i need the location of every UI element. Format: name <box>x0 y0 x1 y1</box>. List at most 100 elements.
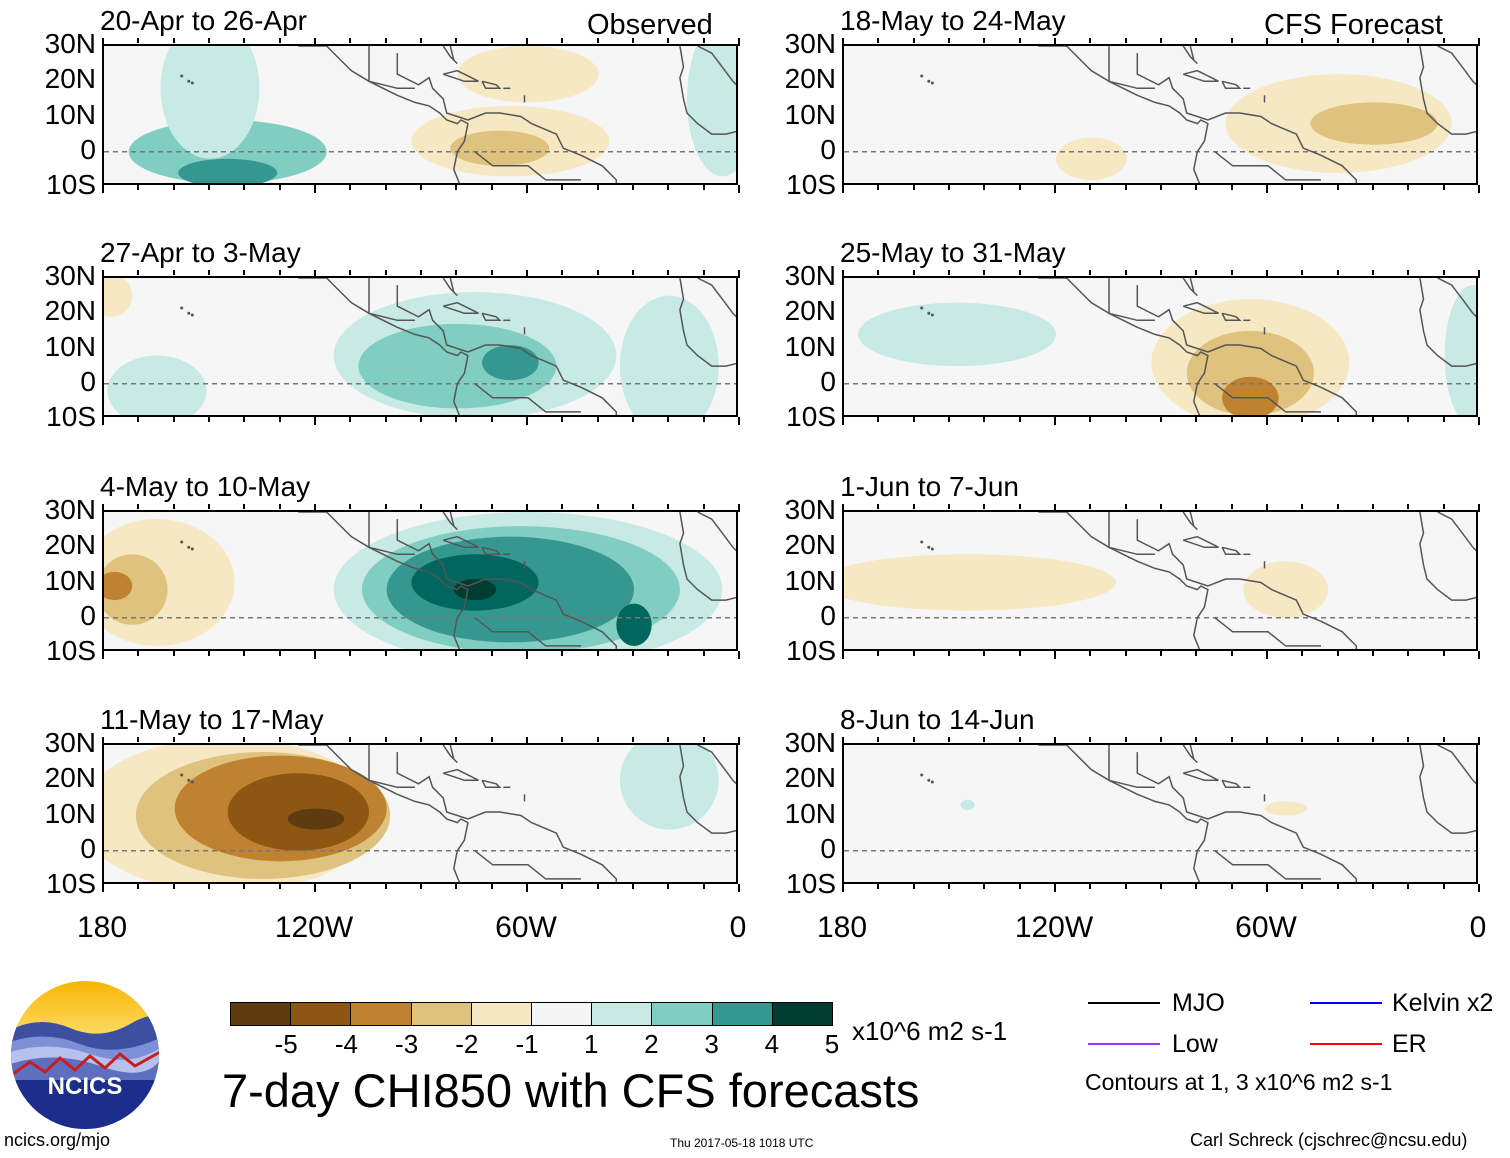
colorbar-tick-label: -1 <box>515 1029 539 1059</box>
y-tick-label: 0 <box>80 133 96 165</box>
x-tick-mark <box>1054 270 1056 278</box>
x-tick-mark <box>738 737 740 745</box>
x-tick-mark <box>490 38 493 43</box>
anomaly-region <box>358 323 557 409</box>
x-tick-mark <box>1372 737 1374 742</box>
colorbar-tick-label: -5 <box>274 1029 298 1059</box>
x-tick-mark <box>738 651 740 659</box>
x-tick-mark <box>1054 884 1056 892</box>
legend-label-kelvin: Kelvin x2 <box>1392 989 1494 1017</box>
anomaly-region <box>482 344 539 381</box>
x-tick-mark <box>1018 737 1021 742</box>
x-tick-label: 60W <box>495 911 557 944</box>
x-tick-mark <box>561 270 564 275</box>
x-tick-mark <box>912 651 915 656</box>
y-tick-label: 0 <box>820 365 836 397</box>
island <box>180 74 184 78</box>
x-tick-mark <box>243 185 246 190</box>
coastline <box>1182 535 1219 549</box>
x-tick-mark <box>208 884 210 889</box>
x-tick-mark <box>1407 884 1410 889</box>
x-tick-mark <box>1407 737 1410 742</box>
coastline <box>1437 46 1476 86</box>
x-tick-mark <box>349 185 352 190</box>
x-tick-mark <box>948 504 950 509</box>
x-tick-mark <box>384 504 387 509</box>
island <box>920 540 924 544</box>
x-tick-mark <box>314 737 316 745</box>
coastline <box>679 46 736 135</box>
x-tick-mark <box>314 270 316 278</box>
coastline <box>368 745 415 789</box>
island <box>927 311 931 315</box>
x-tick-mark <box>526 185 528 193</box>
x-tick-mark <box>948 651 950 656</box>
x-tick-mark <box>278 504 281 509</box>
x-tick-mark <box>842 185 844 193</box>
x-tick-mark <box>667 270 670 275</box>
anomaly-region <box>160 46 260 159</box>
legend-label-er: ER <box>1392 1030 1427 1058</box>
x-tick-mark <box>738 504 740 512</box>
coastline <box>1108 512 1155 556</box>
y-tick-label: 20N <box>784 762 836 794</box>
colorbar-tick-label: 1 <box>583 1029 599 1059</box>
x-tick-mark <box>349 38 352 43</box>
map-svg <box>104 46 736 183</box>
x-tick-mark <box>1089 38 1092 43</box>
x-tick-label: 180 <box>76 911 128 944</box>
x-tick-mark <box>1442 38 1445 43</box>
y-tick-label: 0 <box>80 599 96 631</box>
x-tick-mark <box>667 185 670 190</box>
anomaly-region <box>619 745 719 830</box>
x-tick-mark <box>1266 884 1268 892</box>
anomaly-region <box>1222 376 1279 415</box>
coastline <box>1108 46 1155 90</box>
x-tick-mark <box>1160 417 1162 422</box>
x-tick-mark <box>420 504 422 509</box>
coastline <box>1182 301 1219 315</box>
x-tick-mark <box>667 38 670 43</box>
coastline <box>1419 46 1476 135</box>
coastline <box>442 69 479 83</box>
x-tick-mark <box>983 270 986 275</box>
x-tick-mark <box>137 884 140 889</box>
colorbar-swatch <box>290 1002 352 1026</box>
x-tick-label: 120W <box>1014 911 1094 944</box>
x-tick-mark <box>1478 185 1480 193</box>
coastline <box>442 512 458 531</box>
y-tick-label: 10S <box>46 635 96 666</box>
coastline <box>679 278 736 367</box>
x-tick-mark <box>172 270 175 275</box>
x-tick-mark <box>314 38 316 46</box>
x-tick-mark <box>172 38 175 43</box>
x-tick-mark <box>490 185 493 190</box>
x-tick-mark <box>912 884 915 889</box>
coastline <box>1182 768 1219 782</box>
x-tick-mark <box>1195 504 1198 509</box>
coastline <box>442 278 458 297</box>
x-tick-mark <box>877 884 880 889</box>
coastline <box>474 151 581 181</box>
x-tick-mark <box>1195 270 1198 275</box>
x-tick-mark <box>208 737 210 742</box>
coastline <box>1214 383 1321 413</box>
x-tick-mark <box>1336 185 1339 190</box>
x-tick-mark <box>208 651 210 656</box>
coastline <box>1136 53 1358 183</box>
x-tick-mark <box>208 417 210 422</box>
x-tick-mark <box>1195 884 1198 889</box>
x-tick-mark <box>102 185 104 193</box>
x-tick-mark <box>1230 651 1233 656</box>
coastline <box>1221 546 1242 556</box>
x-tick-mark <box>1372 504 1374 509</box>
x-tick-mark <box>490 884 493 889</box>
x-tick-mark <box>526 270 528 278</box>
x-tick-mark <box>243 38 246 43</box>
x-tick-mark <box>702 38 705 43</box>
coastline <box>442 745 458 764</box>
coastline <box>442 535 479 549</box>
coastline <box>1136 519 1358 649</box>
x-tick-mark <box>490 504 493 509</box>
x-tick-mark <box>667 504 670 509</box>
